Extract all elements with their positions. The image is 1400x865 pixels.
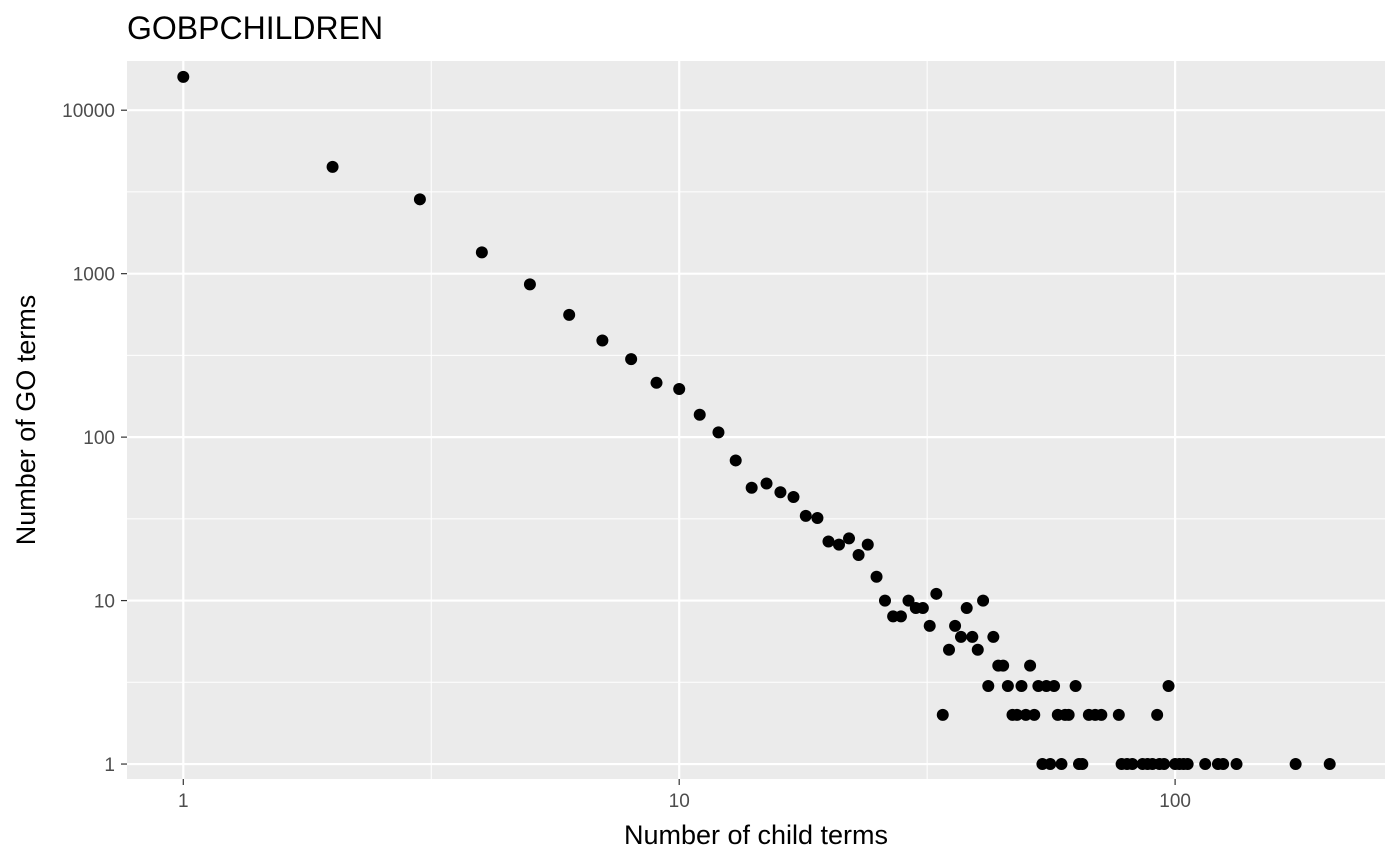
data-point: [987, 630, 1000, 643]
data-point: [936, 708, 949, 721]
data-point: [923, 619, 936, 632]
data-point: [902, 594, 915, 607]
data-point: [1044, 758, 1057, 771]
data-point: [822, 535, 835, 548]
data-point: [949, 619, 962, 632]
chart-title: GOBPCHILDREN: [127, 10, 383, 46]
data-point: [966, 630, 979, 643]
data-point: [1019, 708, 1032, 721]
data-point: [1217, 758, 1230, 771]
data-point: [997, 659, 1010, 672]
data-point: [413, 193, 426, 206]
data-point: [1323, 758, 1336, 771]
data-point: [982, 680, 995, 693]
data-point: [1069, 680, 1082, 693]
data-point: [878, 594, 891, 607]
data-point: [729, 454, 742, 467]
data-points: [177, 70, 1336, 771]
data-point: [625, 353, 638, 366]
data-point: [811, 512, 824, 525]
data-point: [1028, 708, 1041, 721]
data-point: [774, 486, 787, 499]
data-point: [1112, 708, 1125, 721]
x-tick-label: 10: [669, 791, 690, 812]
x-axis-title: Number of child terms: [624, 820, 888, 850]
data-point: [1181, 758, 1194, 771]
y-tick-label: 1000: [73, 265, 115, 286]
data-point: [650, 376, 663, 389]
data-point: [916, 602, 929, 615]
x-axis-ticks: 1 10 100: [178, 779, 1191, 812]
data-point: [971, 643, 984, 656]
data-point: [930, 587, 943, 600]
data-point: [1055, 758, 1068, 771]
data-point: [523, 278, 536, 291]
data-point: [760, 477, 773, 490]
y-tick-label: 10000: [62, 101, 115, 122]
data-point: [693, 408, 706, 421]
data-point: [673, 382, 686, 395]
data-point: [563, 308, 576, 321]
data-point: [1076, 758, 1089, 771]
data-point: [943, 643, 956, 656]
data-point: [1199, 758, 1212, 771]
data-point: [1024, 659, 1037, 672]
data-point: [977, 594, 990, 607]
data-point: [1158, 758, 1171, 771]
data-point: [596, 334, 609, 347]
y-tick-label: 100: [83, 428, 115, 449]
y-axis-title: Number of GO terms: [11, 295, 41, 546]
data-point: [832, 538, 845, 551]
data-point: [326, 160, 339, 173]
data-point: [1289, 758, 1302, 771]
data-point: [177, 70, 190, 83]
data-point: [745, 481, 758, 494]
y-axis-ticks: 1 10 100 1000 10000: [62, 101, 127, 776]
data-point: [1230, 758, 1243, 771]
x-tick-label: 1: [178, 791, 189, 812]
data-point: [1062, 708, 1075, 721]
data-point: [1011, 708, 1024, 721]
data-point: [1095, 708, 1108, 721]
data-point: [1048, 680, 1061, 693]
data-point: [787, 491, 800, 504]
data-point: [1015, 680, 1028, 693]
data-point: [894, 610, 907, 623]
y-tick-label: 10: [94, 592, 115, 613]
data-point: [954, 630, 967, 643]
data-point: [799, 509, 812, 522]
data-point: [852, 549, 865, 562]
plot-panel: [127, 61, 1385, 779]
y-tick-label: 1: [104, 755, 115, 776]
data-point: [843, 532, 856, 545]
data-point: [1126, 758, 1139, 771]
data-point: [1162, 680, 1175, 693]
data-point: [960, 602, 973, 615]
data-point: [475, 246, 488, 259]
data-point: [712, 426, 725, 439]
data-point: [861, 538, 874, 551]
data-point: [1151, 708, 1164, 721]
x-tick-label: 100: [1159, 791, 1191, 812]
data-point: [1001, 680, 1014, 693]
data-point: [870, 570, 883, 583]
